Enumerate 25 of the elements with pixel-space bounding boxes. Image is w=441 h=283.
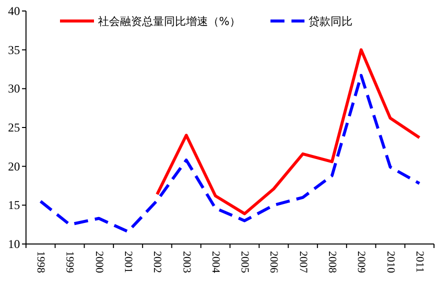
x-tick-label: 2011: [413, 251, 426, 273]
x-tick-label: 2010: [384, 251, 396, 274]
x-tick-label: 2004: [209, 251, 222, 274]
y-tick-label: 30: [8, 82, 20, 96]
legend-label: 贷款同比: [308, 15, 352, 28]
y-tick-label: 40: [8, 4, 20, 18]
x-tick-label: 2008: [326, 251, 338, 274]
line-series: [39, 74, 421, 234]
x-tick-label: 1998: [34, 251, 47, 274]
legend-label: 社会融资总量同比增速（%）: [98, 15, 240, 28]
y-tick-label: 20: [8, 159, 20, 174]
y-tick-label: 35: [8, 42, 20, 57]
x-tick-label: 2001: [122, 251, 134, 273]
x-tick-label: 2000: [92, 251, 105, 274]
x-tick-label: 2007: [296, 251, 309, 274]
x-tick-label: 2003: [180, 251, 192, 274]
line-series: [156, 48, 421, 216]
x-tick-label: 2005: [238, 251, 251, 274]
x-tick-label: 1999: [64, 251, 76, 274]
y-tick-label: 15: [8, 198, 20, 212]
y-tick-label: 10: [8, 237, 20, 251]
y-tick-label: 25: [8, 120, 20, 134]
x-tick-label: 2002: [151, 251, 164, 273]
x-tick-label: 2009: [355, 251, 368, 274]
x-tick-label: 2006: [268, 251, 280, 274]
